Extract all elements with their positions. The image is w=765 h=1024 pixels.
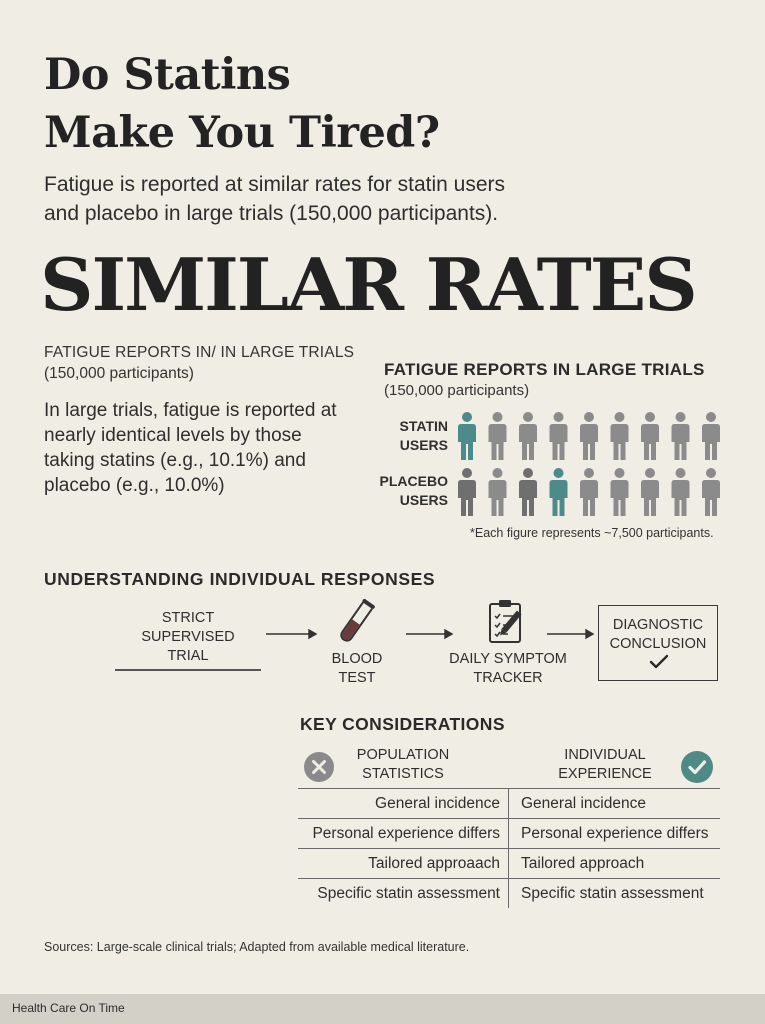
page-title: Do Statins Make You Tired? — [44, 46, 644, 162]
considerations-table: General incidence General incidence Pers… — [298, 788, 720, 908]
table-cell-individual: Specific statin assessment — [521, 885, 704, 902]
table-row: Specific statin assessment Specific stat… — [298, 878, 720, 908]
person-icon — [488, 412, 507, 460]
left-body-line-1: In large trials, fatigue is reported at — [44, 400, 337, 421]
flow-step-diagnostic: DIAGNOSTIC CONCLUSION — [600, 616, 716, 654]
person-icon — [671, 468, 690, 516]
diagnostic-box — [598, 605, 718, 681]
person-icon — [580, 468, 598, 516]
row-label-placebo-line-2: USERS — [399, 492, 448, 508]
person-icon — [641, 468, 659, 516]
arrow-icon — [266, 628, 318, 640]
person-icon — [549, 468, 568, 516]
headline: SIMILAR RATES — [40, 242, 698, 327]
footer-brand: Health Care On Time — [12, 1001, 125, 1015]
left-body-line-4: placebo (e.g., 10.0%) — [44, 475, 225, 496]
table-row: Personal experience differs Personal exp… — [298, 818, 720, 848]
pictogram-subtitle: (150,000 participants) — [384, 382, 530, 399]
left-body-text: In large trials, fatigue is reported at … — [44, 398, 374, 498]
row-label-placebo-line-1: PLACEBO — [379, 473, 448, 489]
page-subtitle: Fatigue is reported at similar rates for… — [44, 170, 604, 228]
person-icon — [580, 412, 598, 460]
left-caption-line-2: (150,000 participants) — [44, 365, 194, 382]
section-title-individual: UNDERSTANDING INDIVIDUAL RESPONSES — [44, 569, 436, 589]
row-label-statin-line-2: USERS — [399, 437, 448, 453]
footer-bar — [0, 994, 765, 1024]
table-cell-population: General incidence — [298, 789, 509, 818]
person-icon — [549, 412, 568, 460]
title-line-1: Do Statins — [44, 50, 291, 100]
pictogram-note: *Each figure represents ~7,500 participa… — [470, 526, 714, 540]
pictogram-figures — [458, 412, 720, 516]
column-head-individual: INDIVIDUAL EXPERIENCE — [550, 746, 660, 784]
table-cell-population: Specific statin assessment — [298, 879, 509, 908]
table-row: General incidence General incidence — [298, 788, 720, 818]
x-circle-icon — [304, 752, 334, 782]
step-trial-line-3: TRIAL — [167, 648, 209, 664]
table-cell-population: Personal experience differs — [298, 819, 509, 848]
left-body-line-2: nearly identical levels by those — [44, 425, 302, 446]
individual-head-line-2: EXPERIENCE — [558, 766, 652, 782]
table-row: Tailored approаach Tailored approach — [298, 848, 720, 878]
table-cell-individual: General incidence — [521, 795, 646, 812]
arrow-icon — [406, 628, 454, 640]
step-trial-line-1: STRICT — [161, 610, 215, 626]
checkmark-icon — [649, 654, 669, 669]
left-body-line-3: taking statins (e.g., 10.1%) and — [44, 450, 306, 471]
flow-graphics — [266, 598, 595, 643]
person-icon — [458, 412, 476, 460]
step-trial-line-2: SUPERVISED — [141, 629, 235, 645]
title-line-2: Make You Tired? — [44, 108, 440, 158]
population-head-line-2: STATISTICS — [362, 766, 444, 782]
person-icon — [610, 412, 629, 460]
flow-step-tracker: DAILY SYMPTOM TRACKER — [438, 650, 578, 688]
person-icon — [519, 468, 537, 516]
subtitle-line-1: Fatigue is reported at similar rates for… — [44, 173, 506, 196]
sources-note: Sources: Large-scale clinical trials; Ad… — [44, 940, 470, 954]
step-blood-line-2: TEST — [338, 670, 376, 686]
population-head-line-1: POPULATION — [356, 747, 450, 763]
person-icon — [702, 468, 720, 516]
test-tube-icon — [340, 598, 375, 642]
individual-head-line-1: INDIVIDUAL — [564, 747, 646, 763]
flow-step-trial: STRICT SUPERVISED TRIAL — [118, 609, 258, 666]
row-label-statin-line-1: STATIN — [399, 418, 448, 434]
arrow-icon — [547, 628, 595, 640]
person-icon — [671, 412, 690, 460]
check-circle-icon — [681, 751, 713, 783]
subtitle-line-2: and placebo in large trials (150,000 par… — [44, 202, 499, 225]
clipboard-icon — [489, 600, 522, 643]
section-title-considerations: KEY CONSIDERATIONS — [300, 714, 505, 734]
table-cell-population: Tailored approаach — [298, 849, 509, 878]
step-blood-line-1: BLOOD — [331, 651, 383, 667]
row-label-placebo: PLACEBO USERS — [374, 472, 448, 510]
step-diagnostic-line-1: DIAGNOSTIC — [612, 617, 704, 633]
table-cell-individual: Tailored approach — [521, 855, 645, 872]
pictogram-title: FATIGUE REPORTS IN LARGE TRIALS — [384, 360, 705, 379]
person-icon — [702, 412, 720, 460]
left-caption: FATIGUE REPORTS IN/ IN LARGE TRIALS (150… — [44, 342, 364, 384]
flow-step-blood-test: BLOOD TEST — [322, 650, 392, 688]
person-icon — [610, 468, 629, 516]
step-underline — [115, 669, 261, 671]
person-icon — [519, 412, 537, 460]
step-diagnostic-line-2: CONCLUSION — [609, 636, 707, 652]
step-tracker-line-1: DAILY SYMPTOM — [449, 651, 567, 667]
row-label-statin: STATIN USERS — [382, 417, 448, 455]
table-cell-individual: Personal experience differs — [521, 825, 709, 842]
person-icon — [458, 468, 476, 516]
column-head-population: POPULATION STATISTICS — [338, 746, 468, 784]
person-icon — [641, 412, 659, 460]
person-icon — [488, 468, 507, 516]
step-tracker-line-2: TRACKER — [473, 670, 543, 686]
left-caption-line-1: FATIGUE REPORTS IN/ IN LARGE TRIALS — [44, 344, 355, 361]
